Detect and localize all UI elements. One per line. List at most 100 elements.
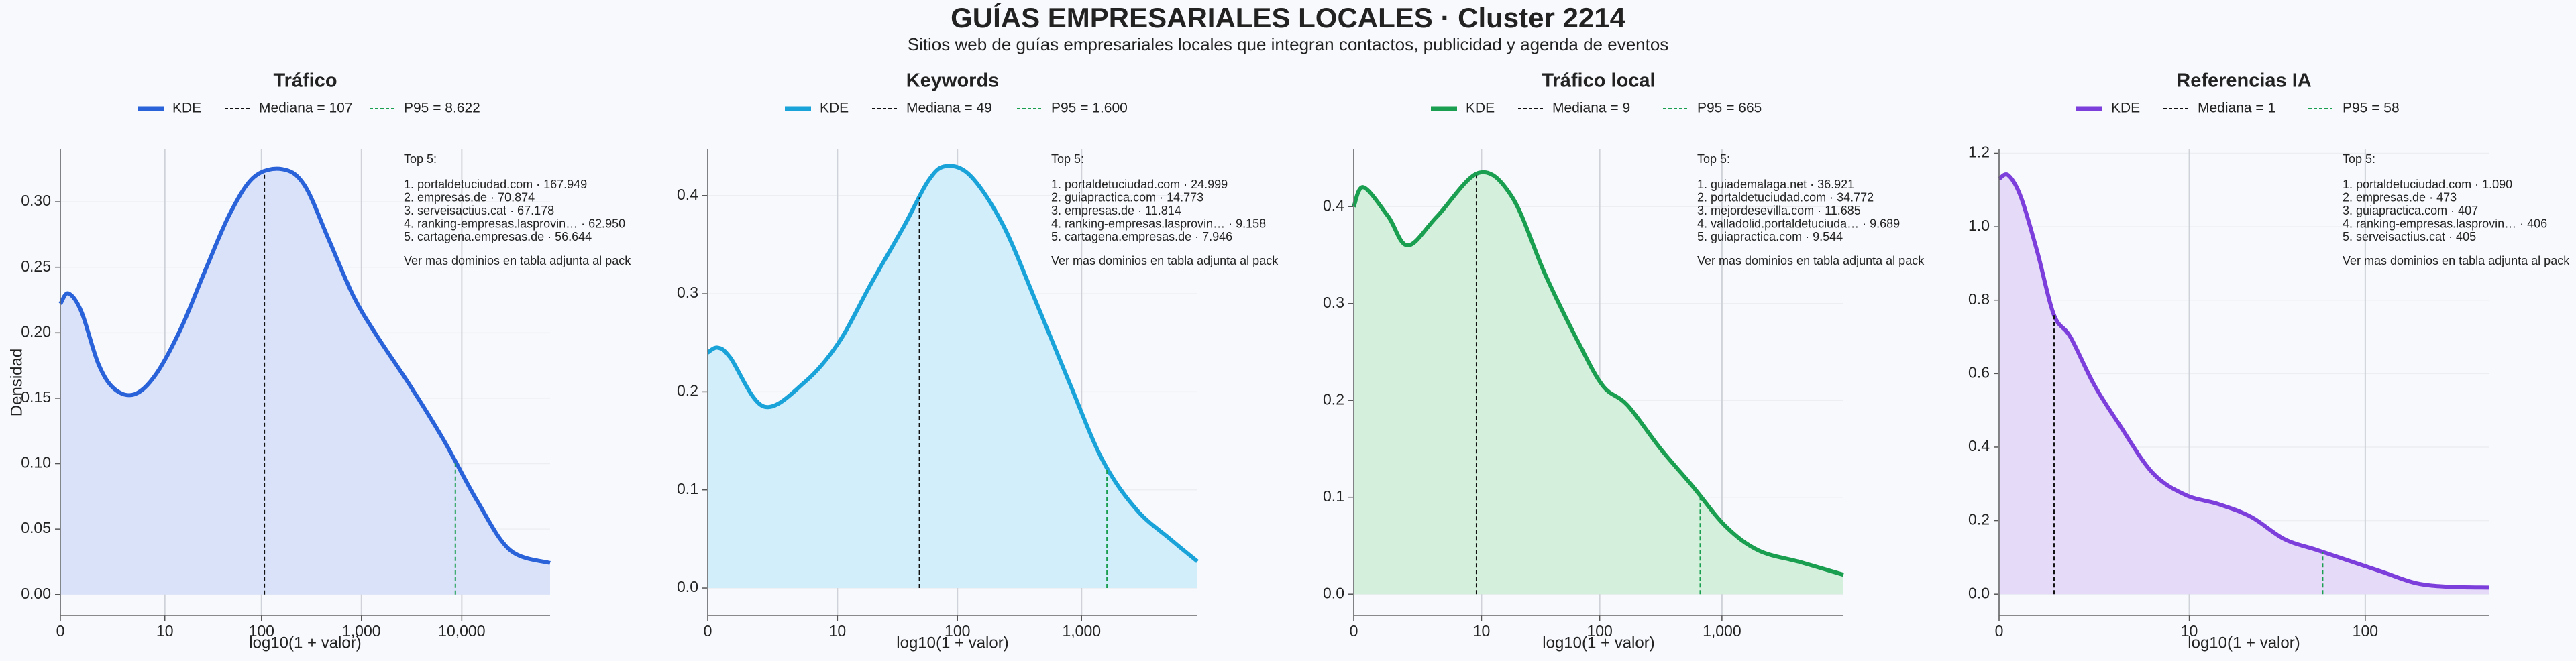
figure-title: GUÍAS EMPRESARIALES LOCALES · Cluster 22…	[951, 2, 1626, 34]
annotation-line: 3. guiapractica.com · 407	[2343, 204, 2478, 217]
y-tick-label: 1.0	[1968, 217, 1990, 234]
y-tick-label: 0.30	[21, 192, 51, 209]
panel: Keywords 0.0 0.1 0.2 0.3 0.4 0 10 100 1,000 log10(…	[677, 70, 1279, 652]
annotation-note: Ver mas dominios en tabla adjunta al pac…	[1697, 254, 1925, 267]
panel-title: Keywords	[906, 70, 1000, 92]
annotation-line: 3. mejordesevilla.com · 11.685	[1697, 204, 1861, 217]
panel-title: Referencias IA	[2176, 70, 2312, 92]
annotation-title: Top 5:	[1697, 152, 1730, 166]
x-tick-label: 1,000	[342, 622, 381, 640]
x-tick-label: 0	[1995, 622, 2004, 640]
legend-label: Mediana = 49	[906, 101, 992, 116]
x-tick-label: 100	[2353, 622, 2378, 640]
annotation-line: 1. portaldetuciudad.com · 24.999	[1051, 178, 1228, 191]
annotation-title: Top 5:	[2343, 152, 2375, 166]
annotation-line: 1. portaldetuciudad.com · 1.090	[2343, 178, 2512, 191]
annotation-line: 5. guiapractica.com · 9.544	[1697, 230, 1843, 243]
annotation-line: 2. portaldetuciudad.com · 34.772	[1697, 190, 1874, 204]
y-tick-label: 0.3	[677, 284, 698, 301]
kde-area	[60, 168, 550, 595]
legend-label: Mediana = 1	[2198, 101, 2275, 116]
x-tick-label: 10	[156, 622, 174, 640]
kde-line	[1998, 172, 2489, 590]
panel: Referencias IA 0.0 0.2 0.4 0.6 0.8 1.0 1.2 0 10 10…	[1968, 70, 2570, 652]
annotation-title: Top 5:	[404, 152, 437, 166]
y-tick-label: 0.20	[21, 322, 51, 340]
y-tick-label: 0.2	[677, 381, 698, 399]
x-tick-label: 10	[829, 622, 847, 640]
annotation-line: 1. guiademalaga.net · 36.921	[1697, 178, 1854, 191]
legend-label: KDE	[2111, 101, 2140, 116]
y-tick-label: 0.4	[677, 186, 698, 203]
legend-label: Mediana = 107	[259, 101, 353, 116]
x-tick-label: 1,000	[1703, 622, 1741, 640]
kde-area	[1999, 174, 2489, 595]
y-tick-label: 0.1	[1323, 487, 1344, 505]
x-tick-label: 100	[1587, 622, 1612, 640]
annotation-line: 2. guiapractica.com · 14.773	[1051, 190, 1203, 204]
y-tick-label: 0.2	[1323, 390, 1344, 408]
y-tick-label: 0.3	[1323, 294, 1344, 311]
annotation-note: Ver mas dominios en tabla adjunta al pac…	[1051, 254, 1279, 267]
x-axis-label: log10(1 + valor)	[896, 634, 1008, 652]
kde-line	[1352, 170, 1844, 577]
y-tick-label: 0.05	[21, 519, 51, 536]
annotation-line: 5. serveisactius.cat · 405	[2343, 230, 2476, 243]
annotation-note: Ver mas dominios en tabla adjunta al pac…	[404, 254, 631, 267]
kde-line	[706, 164, 1199, 563]
x-tick-label: 10	[1473, 622, 1491, 640]
x-axis-label: log10(1 + valor)	[2188, 634, 2300, 652]
y-tick-label: 1.2	[1968, 143, 1990, 161]
annotation-note: Ver mas dominios en tabla adjunta al pac…	[2343, 254, 2570, 267]
legend-label: P95 = 8.622	[404, 101, 480, 116]
panel-title: Tráfico	[273, 70, 337, 92]
x-axis-label: log10(1 + valor)	[249, 634, 361, 652]
y-tick-label: 0.0	[1968, 584, 1990, 601]
annotation-line: 4. ranking-empresas.lasprovin… · 62.950	[404, 217, 625, 231]
annotation-line: 1. portaldetuciudad.com · 167.949	[404, 178, 587, 191]
y-tick-label: 0.1	[677, 480, 698, 497]
annotation-line: 2. empresas.de · 473	[2343, 190, 2457, 204]
y-tick-label: 0.0	[1323, 584, 1344, 601]
figure-subtitle: Sitios web de guías empresariales locale…	[908, 34, 1669, 54]
annotation-line: 5. cartagena.empresas.de · 56.644	[404, 230, 592, 243]
y-tick-label: 0.15	[21, 388, 51, 406]
x-axis-label: log10(1 + valor)	[1542, 634, 1654, 652]
annotation-line: 4. valladolid.portaldetuciuda… · 9.689	[1697, 217, 1900, 231]
panel: Tráfico local 0.0 0.1 0.2 0.3 0.4 0 10 100 1,000 l…	[1323, 70, 1925, 652]
y-tick-label: 0.00	[21, 585, 51, 602]
annotation-title: Top 5:	[1051, 152, 1084, 166]
y-tick-label: 0.10	[21, 454, 51, 471]
annotation-line: 4. ranking-empresas.lasprovin… · 9.158	[1051, 217, 1266, 231]
y-tick-label: 0.25	[21, 257, 51, 275]
y-tick-label: 0.8	[1968, 290, 1990, 308]
annotation-line: 3. empresas.de · 11.814	[1051, 204, 1181, 217]
x-tick-label: 1,000	[1062, 622, 1101, 640]
x-tick-label: 10,000	[438, 622, 485, 640]
x-tick-label: 0	[704, 622, 712, 640]
legend-label: KDE	[172, 101, 201, 116]
x-tick-label: 10	[2181, 622, 2198, 640]
y-axis-label: Densidad	[7, 349, 25, 416]
annotation-line: 3. serveisactius.cat · 67.178	[404, 204, 554, 217]
y-tick-label: 0.6	[1968, 363, 1990, 381]
x-tick-label: 0	[56, 622, 65, 640]
kde-area	[708, 166, 1197, 589]
y-tick-label: 0.0	[677, 578, 698, 595]
annotation-line: 5. cartagena.empresas.de · 7.946	[1051, 230, 1232, 243]
legend-label: Mediana = 9	[1552, 101, 1630, 116]
annotation-line: 4. ranking-empresas.lasprovin… · 406	[2343, 217, 2547, 231]
legend-label: P95 = 665	[1697, 101, 1762, 116]
x-tick-label: 0	[1350, 622, 1358, 640]
panel: Tráfico 0.00 0.05 0.10 0.15 0.20 0.25 0.30 0 10 10…	[7, 70, 631, 652]
panel-title: Tráfico local	[1542, 70, 1655, 92]
x-tick-label: 100	[249, 622, 274, 640]
y-tick-label: 0.2	[1968, 511, 1990, 528]
y-tick-label: 0.4	[1968, 437, 1990, 455]
y-tick-label: 0.4	[1323, 196, 1344, 214]
legend-label: KDE	[1466, 101, 1495, 116]
legend-label: P95 = 58	[2343, 101, 2400, 116]
legend-label: KDE	[820, 101, 849, 116]
x-tick-label: 100	[945, 622, 970, 640]
